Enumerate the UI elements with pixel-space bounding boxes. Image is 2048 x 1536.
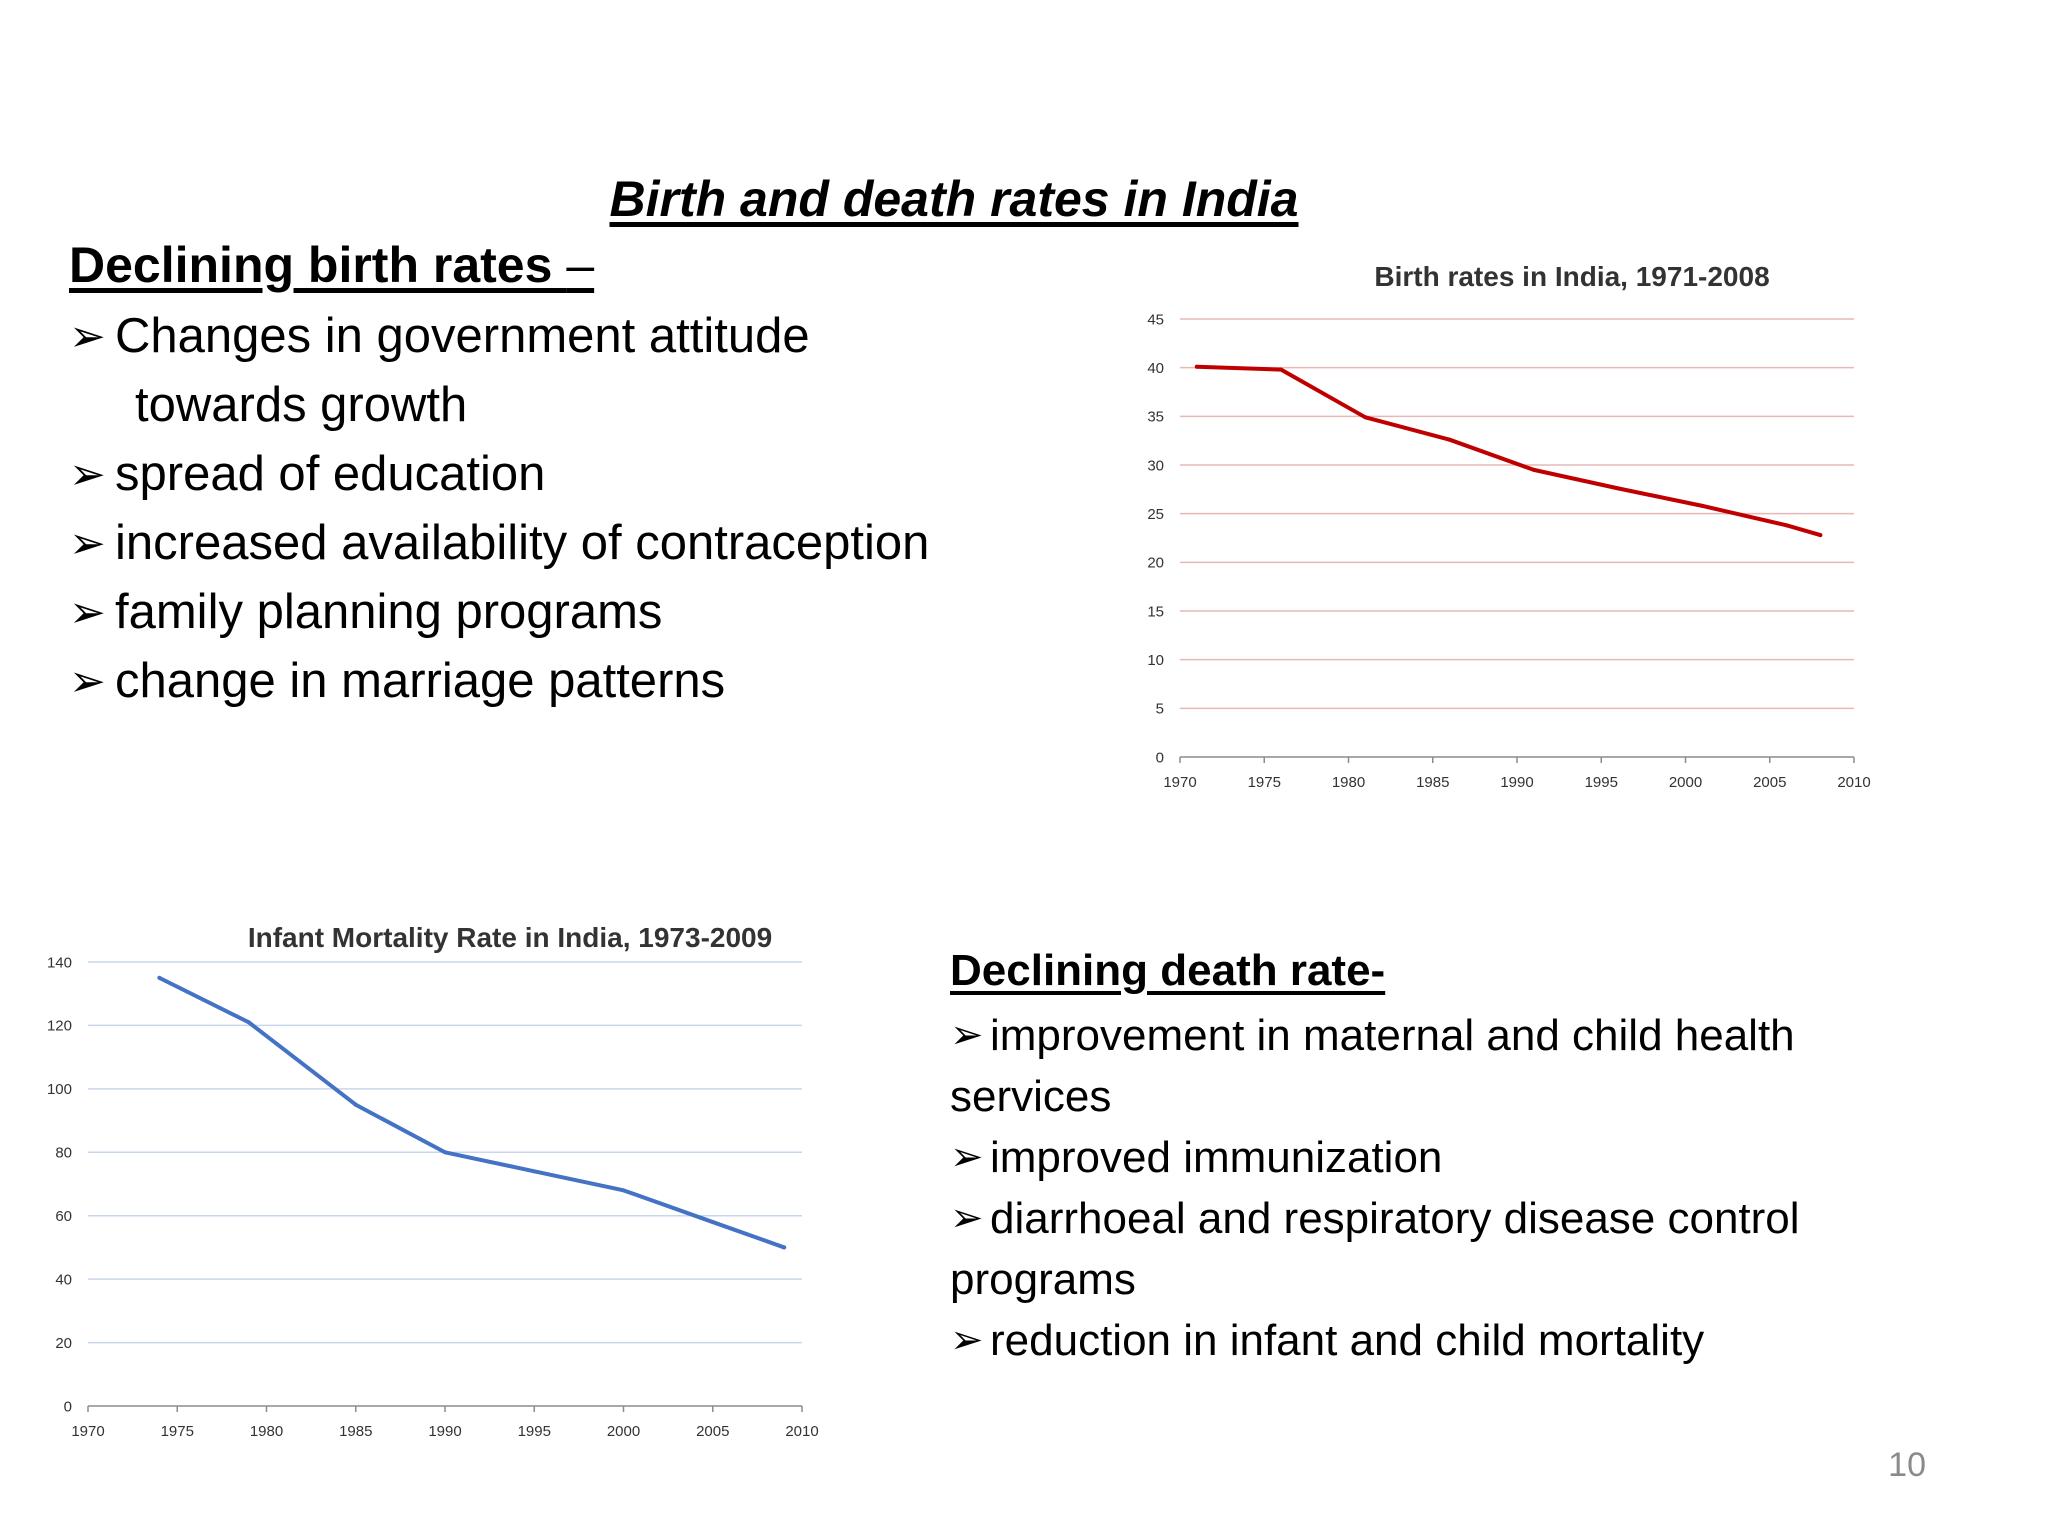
y-tick-label: 120 [47,1018,72,1035]
bullet-text: diarrhoeal and respiratory disease contr… [950,1194,1800,1304]
x-tick-label: 1970 [71,1423,104,1440]
birth-bullet-list: ➢ Changes in government attitude towards… [69,302,929,716]
data-point [1818,533,1823,538]
series-line [1194,364,1823,538]
y-tick-label: 30 [1147,457,1164,474]
x-tick-label: 2010 [1837,774,1870,791]
birth-bullet: ➢ spread of education [69,440,929,509]
y-tick-label: 40 [55,1271,72,1288]
data-point [1700,503,1705,508]
x-tick-label: 1985 [1416,774,1449,791]
death-bullet: ➢ improved immunization [950,1127,1930,1188]
data-point [532,1169,537,1174]
bullet-text-continued: towards growth [135,378,468,432]
death-bullet-list: ➢ improvement in maternal and child healt… [950,1005,1930,1371]
bullet-text: improvement in maternal and child health… [950,1011,1795,1121]
y-tick-label: 60 [55,1208,72,1225]
y-tick-label: 100 [47,1081,72,1098]
x-tick-label: 2005 [696,1423,729,1440]
birth-bullet: ➢ increased availability of contraceptio… [69,509,929,578]
bullet-text: increased availability of contraception [115,516,930,570]
y-tick-label: 140 [47,954,72,971]
chart-title: Birth rates in India, 1971-2008 [1374,261,1769,292]
x-tick-label: 1975 [1248,774,1281,791]
data-point [1194,364,1199,369]
bullet-text: Changes in government attitude [115,309,810,363]
bullet-arrow-icon: ➢ [69,519,106,568]
data-point [710,1220,715,1225]
y-tick-label: 15 [1147,603,1164,620]
x-tick-label: 2000 [1669,774,1702,791]
data-point [246,1020,251,1025]
birth-heading-text: Declining birth rates [69,237,567,293]
x-tick-label: 1995 [1585,774,1618,791]
birth-rate-chart: Birth rates in India, 1971-2008 0 5 10 15 20 2… [1147,261,1870,791]
data-point [1784,523,1789,528]
death-bullet: ➢ reduction in infant and child mortality [950,1310,1930,1371]
death-bullet: ➢ improvement in maternal and child healt… [950,1005,1910,1127]
y-tick-label: 40 [1147,360,1164,377]
y-tick-label: 20 [55,1335,72,1352]
y-tick-label: 35 [1147,409,1164,426]
birth-section-heading: Declining birth rates – [69,236,594,294]
x-tick-label: 1995 [518,1423,551,1440]
data-point [353,1102,358,1107]
page-number: 10 [1888,1446,1926,1484]
bullet-arrow-icon: ➢ [950,1196,984,1240]
series-line [157,975,787,1250]
birth-heading-dash: – [566,237,595,293]
data-point [1616,486,1621,491]
bullet-arrow-icon: ➢ [950,1318,984,1362]
slide-title: Birth and death rates in India [609,171,1299,227]
bullet-text: family planning programs [115,585,663,639]
bullet-arrow-icon: ➢ [950,1013,984,1057]
data-point [157,975,162,980]
data-point [1279,367,1284,372]
bullet-arrow-icon: ➢ [69,657,106,706]
x-tick-label: 1990 [428,1423,461,1440]
bullet-arrow-icon: ➢ [69,588,106,637]
x-tick-label: 1980 [250,1423,283,1440]
x-tick-label: 1970 [1163,774,1196,791]
y-tick-label: 0 [64,1398,72,1415]
x-tick-label: 1990 [1500,774,1533,791]
data-point [443,1150,447,1155]
y-tick-label: 45 [1147,311,1164,328]
chart-title: Infant Mortality Rate in India, 1973-200… [248,922,772,953]
data-point [1363,415,1368,420]
birth-bullet: ➢ family planning programs [69,578,929,647]
bullet-text: change in marriage patterns [115,654,726,708]
x-tick-label: 2000 [607,1423,640,1440]
bullet-text: improved immunization [990,1133,1443,1182]
x-tick-label: 1985 [339,1423,372,1440]
death-bullet: ➢ diarrhoeal and respiratory disease cont… [950,1188,1910,1310]
bullet-arrow-icon: ➢ [69,312,106,361]
birth-bullet: ➢ Changes in government attitude towards… [69,302,929,440]
infant-mortality-chart: Infant Mortality Rate in India, 1973-200… [47,922,819,1440]
data-point [782,1245,787,1250]
y-tick-label: 5 [1156,701,1164,718]
death-section-heading: Declining death rate- [950,946,1386,995]
data-point [621,1188,626,1193]
y-tick-label: 10 [1147,652,1164,669]
x-tick-label: 2010 [785,1423,818,1440]
data-point [1531,467,1536,472]
x-tick-label: 1980 [1332,774,1365,791]
bullet-arrow-icon: ➢ [69,450,106,499]
bullet-text: spread of education [115,447,546,501]
y-tick-label: 20 [1147,555,1164,572]
data-point [1447,437,1452,442]
x-tick-label: 2005 [1753,774,1786,791]
y-tick-label: 25 [1147,506,1164,523]
y-tick-label: 80 [55,1145,72,1162]
birth-bullet: ➢ change in marriage patterns [69,647,929,716]
bullet-arrow-icon: ➢ [950,1135,984,1179]
y-tick-label: 0 [1156,749,1164,766]
x-tick-label: 1975 [161,1423,194,1440]
bullet-text: reduction in infant and child mortality [990,1316,1705,1365]
